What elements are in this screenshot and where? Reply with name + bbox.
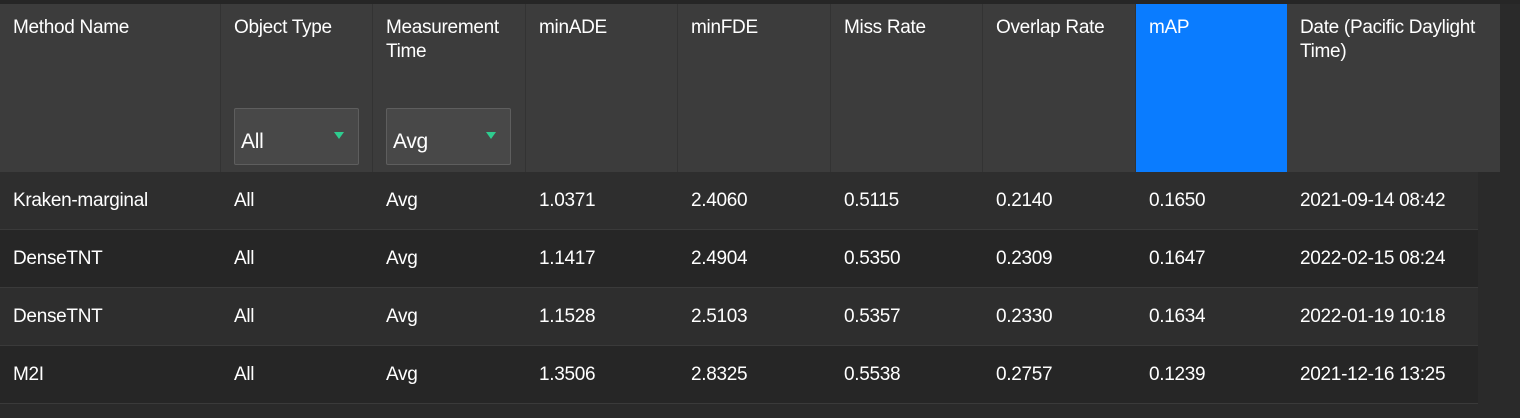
object-type-cell: All [234, 363, 255, 385]
table-row[interactable]: DenseTNT All Avg 1.1417 2.4904 0.5350 0.2309 0.… [0, 230, 1478, 288]
column-header-label: Object Type [234, 17, 332, 38]
minfde-cell: 2.8325 [691, 363, 748, 385]
miss-rate-cell: 0.5350 [844, 247, 901, 269]
object-type-cell: All [234, 305, 255, 327]
measurement-time-filter-dropdown[interactable]: Avg [386, 108, 511, 165]
method-name-cell[interactable]: DenseTNT [13, 247, 103, 269]
minade-cell: 1.3506 [539, 363, 596, 385]
dropdown-caret-icon [334, 132, 344, 139]
overlap-rate-cell: 0.2330 [996, 305, 1053, 327]
column-header-label: minFDE [691, 17, 758, 38]
miss-rate-cell: 0.5115 [844, 189, 899, 211]
map-cell: 0.1239 [1149, 363, 1206, 385]
column-header-map-sorted[interactable]: mAP [1136, 4, 1287, 172]
column-header-label: Date (Pacific Daylight Time) [1300, 17, 1476, 62]
miss-rate-cell: 0.5538 [844, 363, 901, 385]
column-header-label: Method Name [13, 17, 130, 38]
column-header-miss-rate[interactable]: Miss Rate [831, 4, 983, 172]
object-type-cell: All [234, 189, 255, 211]
dropdown-caret-icon [486, 132, 496, 139]
measurement-time-cell: Avg [386, 363, 418, 385]
leaderboard-table: Method Name Object Type All Measurement … [0, 4, 1500, 404]
table-row[interactable]: Kraken-marginal All Avg 1.0371 2.4060 0.5115 0… [0, 172, 1478, 230]
column-header-label: mAP [1149, 17, 1190, 38]
minade-cell: 1.0371 [539, 189, 596, 211]
method-name-cell[interactable]: M2I [13, 363, 44, 385]
minade-cell: 1.1417 [539, 247, 596, 269]
column-header-measurement-time[interactable]: Measurement Time Avg [373, 4, 526, 172]
column-header-method-name[interactable]: Method Name [0, 4, 221, 172]
column-header-label: minADE [539, 17, 607, 38]
map-cell: 0.1647 [1149, 247, 1206, 269]
date-cell: 2021-12-16 13:25 [1300, 363, 1446, 385]
table-header-row: Method Name Object Type All Measurement … [0, 4, 1500, 172]
map-cell: 0.1650 [1149, 189, 1206, 211]
table-body: Kraken-marginal All Avg 1.0371 2.4060 0.5115 0… [0, 172, 1500, 404]
overlap-rate-cell: 0.2309 [996, 247, 1053, 269]
column-header-label: Miss Rate [844, 17, 926, 38]
measurement-time-cell: Avg [386, 189, 418, 211]
date-cell: 2022-02-15 08:24 [1300, 247, 1446, 269]
measurement-time-cell: Avg [386, 305, 418, 327]
column-header-label: Measurement Time [386, 17, 499, 62]
minfde-cell: 2.4904 [691, 247, 748, 269]
table-row[interactable]: M2I All Avg 1.3506 2.8325 0.5538 0.2757 0.1239 2… [0, 346, 1478, 404]
date-cell: 2021-09-14 08:42 [1300, 189, 1446, 211]
date-cell: 2022-01-19 10:18 [1300, 305, 1446, 327]
column-header-overlap-rate[interactable]: Overlap Rate [983, 4, 1136, 172]
column-header-minade[interactable]: minADE [526, 4, 678, 172]
object-type-filter-value: All [241, 130, 264, 153]
method-name-cell[interactable]: Kraken-marginal [13, 189, 148, 211]
column-header-minfde[interactable]: minFDE [678, 4, 831, 172]
table-row[interactable]: DenseTNT All Avg 1.1528 2.5103 0.5357 0.2330 0.… [0, 288, 1478, 346]
method-name-cell[interactable]: DenseTNT [13, 305, 103, 327]
map-cell: 0.1634 [1149, 305, 1206, 327]
column-header-object-type[interactable]: Object Type All [221, 4, 373, 172]
minfde-cell: 2.4060 [691, 189, 748, 211]
minade-cell: 1.1528 [539, 305, 596, 327]
object-type-filter-dropdown[interactable]: All [234, 108, 359, 165]
miss-rate-cell: 0.5357 [844, 305, 901, 327]
measurement-time-cell: Avg [386, 247, 418, 269]
measurement-time-filter-value: Avg [393, 130, 428, 153]
overlap-rate-cell: 0.2140 [996, 189, 1053, 211]
top-strip [0, 0, 1520, 4]
object-type-cell: All [234, 247, 255, 269]
column-header-label: Overlap Rate [996, 17, 1105, 38]
overlap-rate-cell: 0.2757 [996, 363, 1053, 385]
column-header-date[interactable]: Date (Pacific Daylight Time) [1287, 4, 1500, 172]
minfde-cell: 2.5103 [691, 305, 748, 327]
